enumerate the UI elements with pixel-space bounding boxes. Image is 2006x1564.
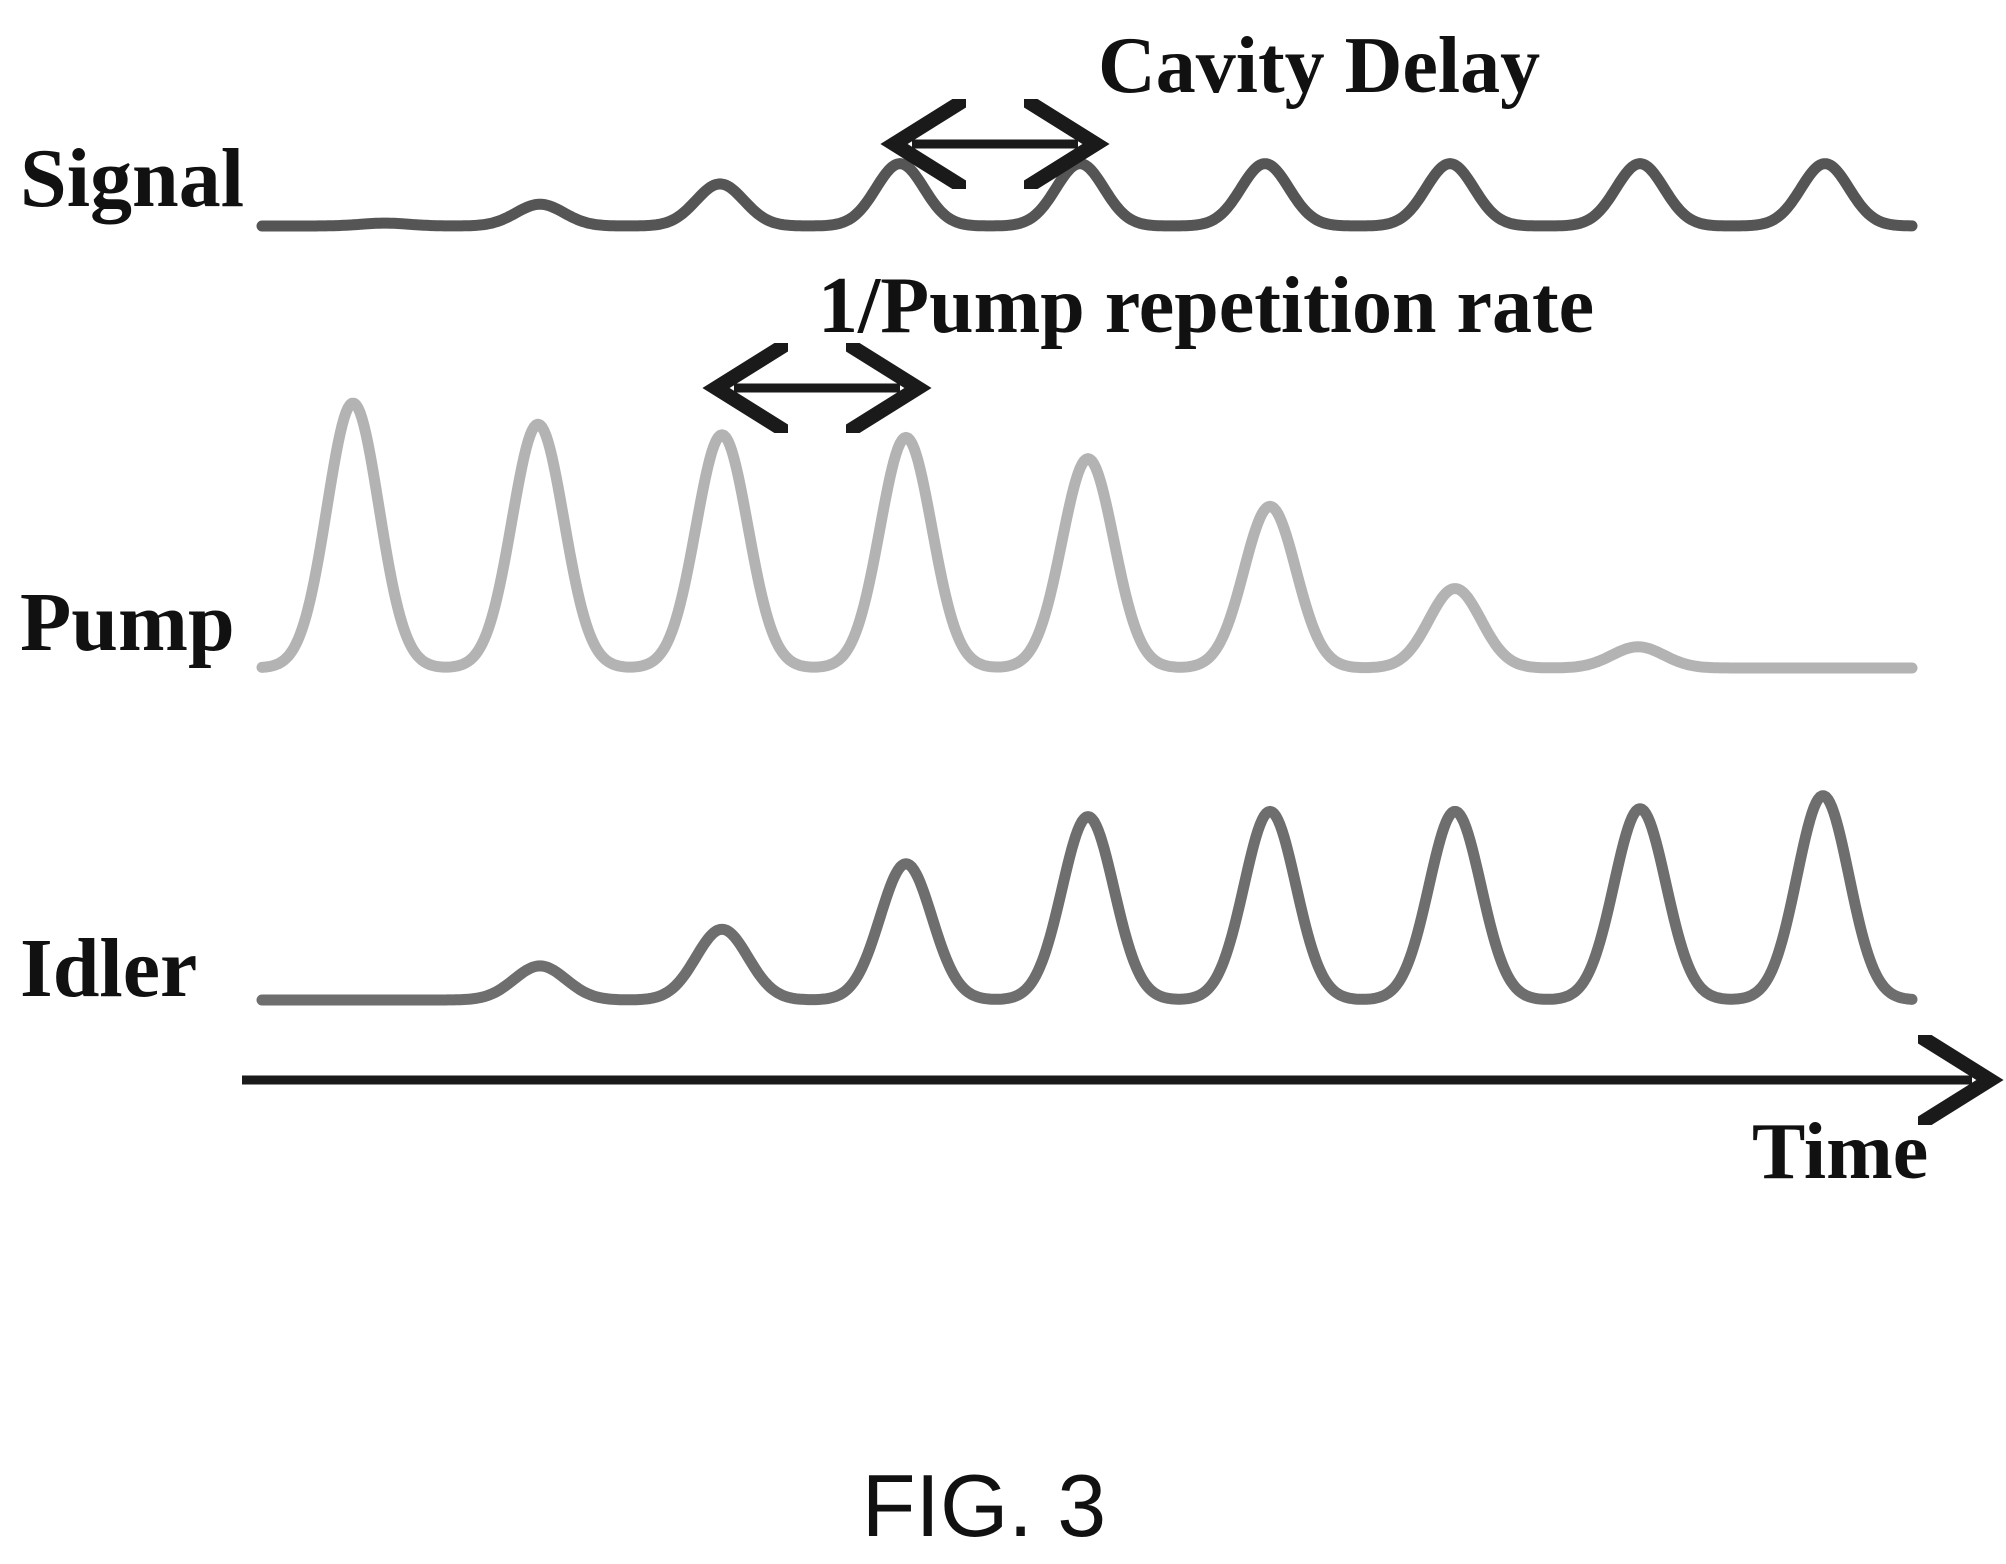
- idler-label: Idler: [20, 922, 197, 1015]
- signal-trace: [256, 158, 1918, 232]
- time-label: Time: [1752, 1108, 1928, 1196]
- pump-label: Pump: [20, 576, 235, 669]
- idler-trace: [256, 790, 1918, 1006]
- repetition-rate-label: 1/Pump repetition rate: [818, 262, 1594, 350]
- pump-trace: [256, 397, 1918, 674]
- signal-label: Signal: [20, 132, 244, 225]
- figure-caption: FIG. 3: [862, 1456, 1107, 1555]
- cavity-delay-label: Cavity Delay: [1098, 22, 1540, 110]
